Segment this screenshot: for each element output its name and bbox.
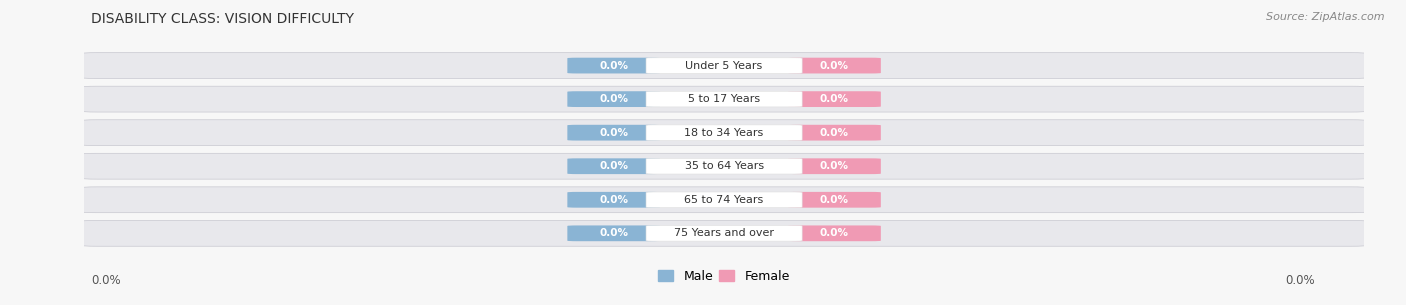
Text: 0.0%: 0.0% bbox=[820, 195, 849, 205]
Text: 0.0%: 0.0% bbox=[820, 61, 849, 70]
FancyBboxPatch shape bbox=[82, 153, 1367, 179]
FancyBboxPatch shape bbox=[82, 120, 1367, 145]
FancyBboxPatch shape bbox=[645, 192, 803, 208]
FancyBboxPatch shape bbox=[787, 125, 880, 141]
FancyBboxPatch shape bbox=[645, 158, 803, 174]
Text: 0.0%: 0.0% bbox=[599, 128, 628, 138]
Text: 0.0%: 0.0% bbox=[599, 94, 628, 104]
Text: 5 to 17 Years: 5 to 17 Years bbox=[688, 94, 761, 104]
FancyBboxPatch shape bbox=[568, 158, 661, 174]
Text: Source: ZipAtlas.com: Source: ZipAtlas.com bbox=[1267, 12, 1385, 22]
FancyBboxPatch shape bbox=[568, 125, 661, 141]
Text: 0.0%: 0.0% bbox=[820, 94, 849, 104]
Text: 0.0%: 0.0% bbox=[1285, 274, 1315, 287]
FancyBboxPatch shape bbox=[645, 125, 803, 141]
FancyBboxPatch shape bbox=[787, 91, 880, 107]
FancyBboxPatch shape bbox=[82, 86, 1367, 112]
FancyBboxPatch shape bbox=[82, 53, 1367, 78]
Text: 0.0%: 0.0% bbox=[599, 61, 628, 70]
Text: 35 to 64 Years: 35 to 64 Years bbox=[685, 161, 763, 171]
FancyBboxPatch shape bbox=[787, 225, 880, 241]
Text: 65 to 74 Years: 65 to 74 Years bbox=[685, 195, 763, 205]
Text: 0.0%: 0.0% bbox=[820, 128, 849, 138]
Text: 0.0%: 0.0% bbox=[599, 161, 628, 171]
Text: 0.0%: 0.0% bbox=[599, 228, 628, 238]
Text: DISABILITY CLASS: VISION DIFFICULTY: DISABILITY CLASS: VISION DIFFICULTY bbox=[91, 12, 354, 26]
Legend: Male, Female: Male, Female bbox=[654, 265, 794, 288]
FancyBboxPatch shape bbox=[787, 192, 880, 208]
FancyBboxPatch shape bbox=[568, 58, 661, 74]
FancyBboxPatch shape bbox=[645, 225, 803, 241]
FancyBboxPatch shape bbox=[82, 221, 1367, 246]
FancyBboxPatch shape bbox=[787, 158, 880, 174]
FancyBboxPatch shape bbox=[787, 58, 880, 74]
Text: Under 5 Years: Under 5 Years bbox=[686, 61, 762, 70]
FancyBboxPatch shape bbox=[568, 225, 661, 241]
Text: 0.0%: 0.0% bbox=[820, 161, 849, 171]
Text: 18 to 34 Years: 18 to 34 Years bbox=[685, 128, 763, 138]
Text: 0.0%: 0.0% bbox=[820, 228, 849, 238]
FancyBboxPatch shape bbox=[645, 58, 803, 74]
FancyBboxPatch shape bbox=[82, 187, 1367, 213]
FancyBboxPatch shape bbox=[568, 192, 661, 208]
Text: 0.0%: 0.0% bbox=[599, 195, 628, 205]
FancyBboxPatch shape bbox=[568, 91, 661, 107]
FancyBboxPatch shape bbox=[645, 91, 803, 107]
Text: 0.0%: 0.0% bbox=[91, 274, 121, 287]
Text: 75 Years and over: 75 Years and over bbox=[673, 228, 775, 238]
